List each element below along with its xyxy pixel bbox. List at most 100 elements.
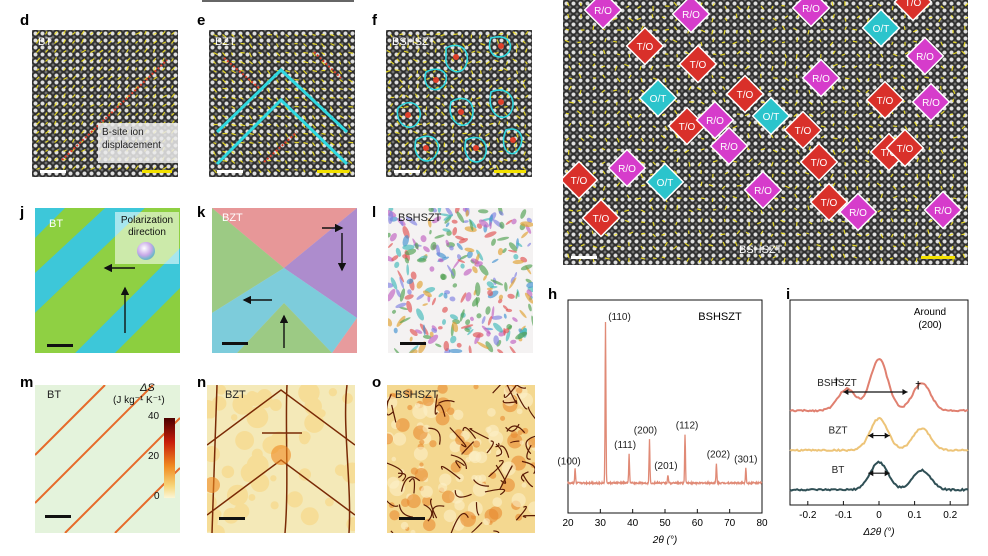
displacement-arrow bbox=[961, 125, 966, 130]
displacement-arrow bbox=[267, 52, 271, 56]
displacement-arrow bbox=[638, 98, 642, 103]
displacement-arrow bbox=[347, 43, 352, 48]
texture-blob bbox=[407, 404, 413, 411]
domain-label: T/O bbox=[811, 158, 828, 169]
displacement-arrow bbox=[592, 171, 596, 175]
domain-label: T/O bbox=[679, 122, 696, 133]
displacement-arrow bbox=[940, 110, 945, 115]
displacement-arrow bbox=[712, 38, 715, 43]
displacement-arrow bbox=[489, 122, 494, 126]
displacement-arrow bbox=[494, 51, 499, 55]
displacement-arrow bbox=[674, 231, 678, 235]
displacement-arrow bbox=[628, 134, 633, 139]
texture-blob bbox=[515, 331, 528, 340]
displacement-arrow bbox=[904, 125, 908, 131]
texture-blob bbox=[445, 208, 453, 217]
displacement-arrow bbox=[284, 160, 288, 165]
displacement-arrow bbox=[512, 31, 517, 35]
displacement-arrow bbox=[784, 159, 789, 163]
domain-marker: T/O bbox=[581, 198, 621, 238]
displacement-arrow bbox=[489, 67, 493, 71]
displacement-arrow bbox=[521, 140, 526, 144]
displacement-arrow bbox=[796, 14, 800, 19]
displacement-arrow bbox=[916, 182, 921, 187]
displacement-arrow bbox=[240, 114, 245, 118]
displacement-arrow bbox=[721, 195, 726, 199]
displacement-arrow bbox=[443, 85, 447, 89]
chart-i-dagger: † bbox=[834, 375, 840, 388]
texture-blob bbox=[519, 440, 524, 445]
displacement-arrow bbox=[135, 94, 139, 98]
displacement-arrow bbox=[628, 74, 632, 79]
displacement-arrow bbox=[312, 142, 316, 147]
displacement-arrow bbox=[747, 133, 750, 139]
displacement-arrow bbox=[711, 74, 714, 79]
displacement-arrow bbox=[579, 233, 582, 239]
displacement-arrow bbox=[867, 77, 870, 82]
displacement-arrow bbox=[616, 110, 621, 115]
displacement-arrow bbox=[853, 159, 858, 163]
displacement-arrow bbox=[116, 58, 120, 62]
displacement-arrow bbox=[720, 76, 726, 79]
displacement-arrow bbox=[589, 41, 594, 45]
displacement-arrow bbox=[398, 43, 401, 47]
displacement-arrow bbox=[62, 30, 67, 35]
displacement-arrow bbox=[913, 40, 918, 43]
texture-blob bbox=[325, 497, 334, 507]
displacement-arrow bbox=[117, 40, 122, 44]
displacement-arrow bbox=[285, 42, 290, 46]
displacement-arrow bbox=[664, 145, 669, 151]
displacement-arrow bbox=[426, 150, 431, 154]
displacement-arrow bbox=[143, 30, 147, 35]
texture-blob bbox=[527, 242, 532, 247]
displacement-arrow bbox=[952, 146, 955, 151]
displacement-arrow bbox=[604, 233, 609, 237]
displacement-arrow bbox=[498, 32, 503, 36]
displacement-arrow bbox=[504, 111, 508, 116]
displacement-arrow bbox=[488, 160, 492, 166]
chart-h-tick-label: 60 bbox=[692, 518, 704, 529]
displacement-arrow bbox=[134, 67, 138, 71]
scale-bar-black bbox=[47, 344, 73, 347]
displacement-arrow bbox=[961, 233, 966, 236]
texture-blob bbox=[269, 398, 282, 411]
displacement-arrow bbox=[948, 233, 954, 237]
texture-blob bbox=[464, 226, 477, 233]
displacement-arrow bbox=[45, 166, 50, 171]
displacement-arrow bbox=[171, 66, 176, 71]
displacement-arrow bbox=[486, 102, 490, 107]
panel-f-material: BSHSZT bbox=[392, 36, 436, 48]
displacement-arrow bbox=[652, 77, 658, 81]
displacement-arrow bbox=[126, 76, 130, 80]
displacement-arrow bbox=[248, 43, 253, 48]
label-d: d bbox=[20, 12, 30, 29]
displacement-arrow bbox=[162, 94, 168, 99]
texture-blob bbox=[437, 208, 442, 214]
texture-blob bbox=[406, 264, 410, 276]
displacement-arrow bbox=[820, 110, 826, 115]
texture-blob bbox=[388, 232, 391, 238]
displacement-arrow bbox=[81, 77, 86, 81]
displacement-arrow bbox=[469, 147, 473, 152]
displacement-arrow bbox=[688, 197, 694, 200]
texture-blob bbox=[505, 330, 511, 342]
displacement-arrow bbox=[399, 79, 404, 83]
panel-l-material: BSHSZT bbox=[398, 212, 442, 224]
scale-bar-black bbox=[45, 515, 71, 518]
texture-blob bbox=[431, 297, 436, 306]
displacement-arrow bbox=[135, 31, 141, 36]
filament bbox=[462, 426, 477, 439]
displacement-arrow bbox=[72, 94, 76, 98]
domain-label: R/O bbox=[812, 74, 830, 85]
texture-blob bbox=[406, 300, 413, 313]
displacement-arrow bbox=[566, 2, 570, 7]
displacement-arrow bbox=[515, 133, 519, 138]
filament bbox=[516, 385, 527, 389]
displacement-arrow bbox=[772, 27, 777, 31]
displacement-arrow bbox=[904, 257, 909, 261]
displacement-arrow bbox=[72, 103, 76, 107]
displacement-arrow bbox=[661, 160, 666, 163]
displacement-arrow bbox=[476, 78, 481, 81]
filament bbox=[475, 502, 480, 516]
texture-blob bbox=[476, 313, 482, 319]
